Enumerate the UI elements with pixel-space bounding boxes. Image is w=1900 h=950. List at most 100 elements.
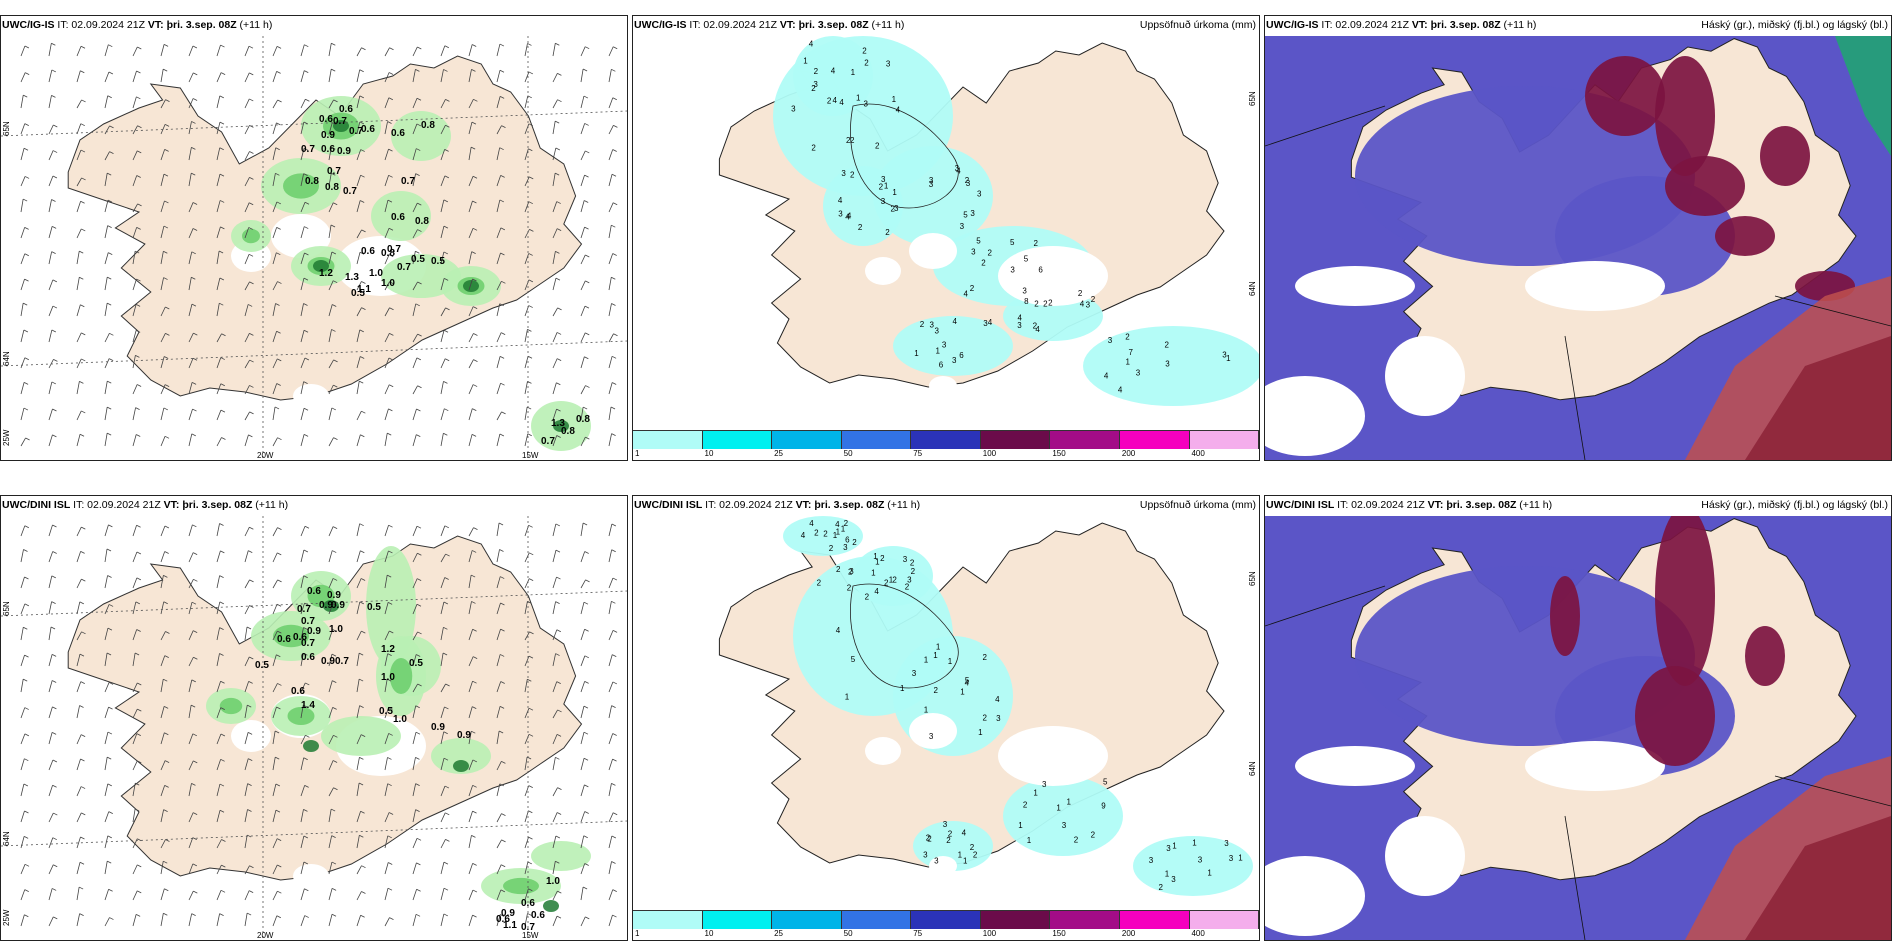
map-wind[interactable]: 20W 15W 65N 64N 25W 0.6 0.9 0.9 0.7 0.9 0.5 0.7 0.6 0… (1, 516, 627, 940)
wind-barb-flag (443, 757, 449, 761)
wind-barb-flag (24, 227, 29, 230)
panel-wind-dini: UWC/DINI ISL IT: 02.09.2024 21Z VT: þri.… (0, 495, 628, 941)
wind-barb (384, 384, 390, 395)
wind-barb (76, 277, 80, 291)
wind-barb (328, 861, 333, 875)
wind-barb-flag (416, 862, 421, 866)
wind-barb-flag (443, 601, 449, 605)
wind-barb-flag (135, 601, 141, 605)
wind-barb (76, 381, 80, 395)
wind-barb-flag (472, 889, 478, 893)
wind-barb-flag (81, 526, 86, 530)
wind-barb (20, 758, 25, 771)
wind-barb (468, 228, 474, 239)
wind-barb-flag (528, 253, 533, 256)
wind-barb (188, 228, 194, 239)
wind-barb-flag (24, 914, 29, 918)
wind-barb-flag (415, 731, 421, 735)
wind-barb-flag (331, 835, 336, 839)
wind-barb-flag (417, 281, 422, 285)
precip-value-label: 1 (1226, 354, 1231, 363)
wind-barb (244, 550, 249, 563)
wind-barb-flag (361, 47, 366, 51)
wind-barb-flag (585, 579, 590, 583)
wind-barb (244, 333, 250, 343)
wind-barb-flag (613, 202, 618, 206)
wind-barb-flag (275, 303, 280, 306)
wind-barb-flag (192, 837, 197, 840)
wind-barb (356, 865, 362, 875)
wind-barb (356, 891, 362, 901)
wind-barb (104, 95, 109, 109)
wind-barb-flag (359, 329, 364, 333)
wind-barb (580, 68, 584, 83)
panel-wind-ig: UWC/IG-IS IT: 02.09.2024 21Z VT: þri. 3.… (0, 15, 628, 461)
wind-barb (608, 861, 612, 875)
wind-barb-flag (163, 173, 169, 177)
wind-barb-flag (52, 706, 57, 710)
wind-barb (300, 44, 305, 57)
title-vt-label: VT: (147, 19, 164, 31)
title-vt: þri. 3.sep. 08Z (798, 19, 869, 31)
wind-barb (580, 681, 586, 693)
wind-barb (188, 783, 192, 797)
precip-area-mid (389, 658, 413, 694)
precip-value-label: 1 (1238, 854, 1243, 863)
wind-barb-flag (585, 254, 590, 258)
wind-barb-flag (191, 276, 196, 280)
wind-barb-flag (415, 68, 420, 72)
precip-value-label: 3 (1171, 875, 1176, 884)
map-clouds[interactable] (1265, 36, 1891, 460)
precip-value-label: 4 (964, 290, 969, 299)
map-wind[interactable]: 20W 15W 65N 64N 25W 0.6 0.6 0.7 0.9 0.7 0.6 0.7 0.6 0… (1, 36, 627, 460)
wind-barb-flag (78, 886, 84, 890)
wind-barb-flag (164, 551, 169, 554)
wind-barb-flag (416, 434, 421, 438)
colorbar-swatch (1050, 431, 1120, 449)
wind-barb-flag (501, 760, 506, 764)
wind-barb (524, 253, 530, 265)
wind-value-label: 0.9 (321, 130, 335, 141)
precip-value-label: 3 (1229, 854, 1234, 863)
wind-barb (580, 835, 585, 849)
precip-value-label: 2 (823, 529, 828, 538)
wind-barb (244, 46, 250, 57)
wind-barb-flag (136, 524, 141, 528)
title-model: UWC/DINI ISL (634, 499, 703, 511)
wind-value-label: 1.3 (551, 418, 565, 429)
wind-barb-flag (333, 437, 338, 440)
wind-barb-flag (528, 279, 534, 283)
cloud-high (1745, 626, 1785, 686)
wind-barb (468, 811, 473, 823)
wind-barb-flag (247, 809, 252, 812)
wind-barb (132, 227, 138, 239)
wind-barb-flag (22, 198, 28, 202)
precip-value-label: 1 (892, 188, 897, 197)
wind-barb (608, 225, 612, 239)
wind-barb (496, 125, 502, 135)
wind-barb (76, 358, 82, 369)
wind-barb (300, 575, 305, 589)
wind-value-label: 0.7 (343, 186, 357, 197)
wind-barb (160, 861, 164, 875)
wind-barb (244, 304, 249, 317)
wind-barb (188, 679, 193, 693)
wind-barb-flag (417, 229, 422, 232)
wind-barb (552, 228, 558, 239)
wind-barb-flag (612, 889, 617, 892)
wind-barb-flag (137, 864, 142, 868)
wind-barb (356, 757, 360, 771)
wind-barb (104, 333, 110, 343)
wind-barb-flag (219, 95, 224, 99)
wind-barb (496, 281, 502, 291)
wind-barb-flag (555, 835, 561, 839)
map-clouds[interactable] (1265, 516, 1891, 940)
graticule (1774, 775, 1891, 807)
wind-barb-flag (359, 756, 364, 760)
wind-barb (188, 630, 194, 641)
wind-barb (440, 408, 445, 421)
precip-value-label: 2 (850, 170, 855, 179)
wind-barb (104, 173, 108, 187)
